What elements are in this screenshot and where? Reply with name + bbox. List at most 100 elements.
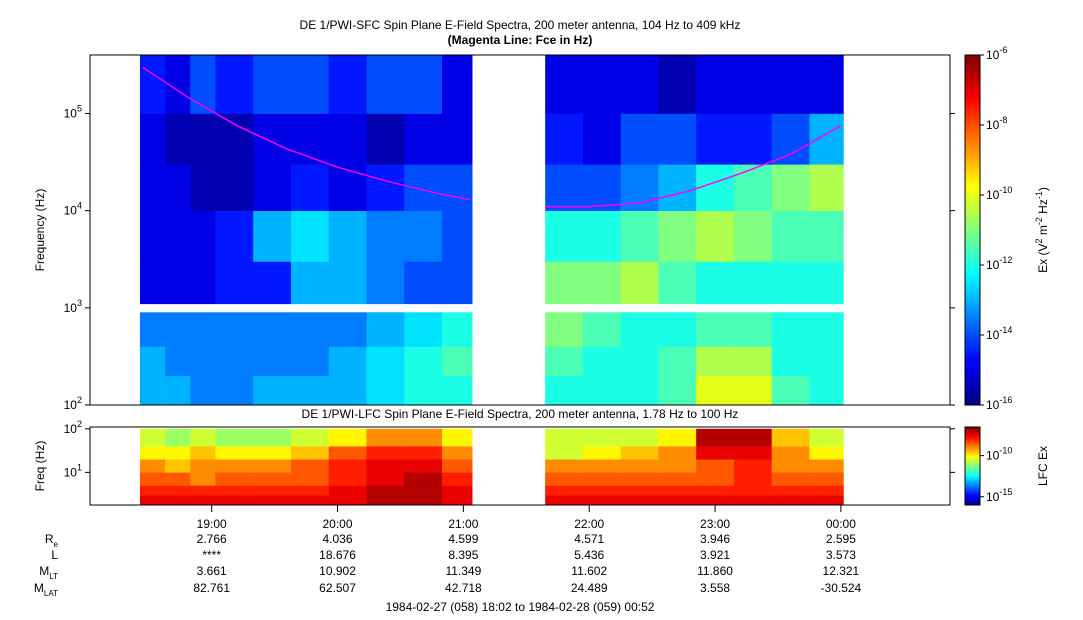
colorbar-swatch <box>965 197 980 202</box>
colorbar-swatch <box>965 270 980 275</box>
colorbar-swatch <box>965 497 980 499</box>
colorbar-swatch <box>965 221 980 225</box>
spectrogram-cell <box>809 113 844 165</box>
spectrogram-cell <box>165 164 191 211</box>
spectrogram-cell <box>404 261 443 305</box>
spectrogram-cell <box>328 55 367 114</box>
spectrogram-cell <box>771 261 810 305</box>
spectrogram-cell <box>328 495 367 506</box>
spectrogram-cell <box>190 210 216 262</box>
y-tick-label-base: 10 <box>64 422 78 436</box>
colorbar-swatch <box>965 490 980 491</box>
colorbar-swatch <box>965 326 980 330</box>
spectrogram-cell <box>658 261 697 305</box>
colorbar-swatch <box>965 372 980 377</box>
colorbar-swatch <box>965 165 980 170</box>
y-tick-label: 103 <box>64 298 82 315</box>
colorbar-swatch <box>965 294 980 298</box>
colorbar-label-text: Ex (V <box>1036 244 1050 273</box>
colorbar-swatch <box>965 445 980 447</box>
spectrogram-cell <box>366 312 405 347</box>
colorbar-label-text: Hz <box>1036 199 1050 217</box>
colorbar-tick-label: 10-15 <box>986 487 1012 504</box>
colorbar-swatch <box>965 279 980 283</box>
colorbar-swatch <box>965 305 980 310</box>
ephemeris-value: 2.766 <box>197 532 227 546</box>
spectrogram-cell <box>366 472 405 486</box>
colorbar-swatch <box>965 332 980 336</box>
spectrogram-cell <box>620 485 659 496</box>
spectrogram-cell <box>253 446 292 460</box>
colorbar-swatch <box>965 453 980 454</box>
spectrogram-cell <box>545 55 584 114</box>
plot-frame <box>89 426 951 506</box>
colorbar-label: LFC Ex <box>1036 446 1050 486</box>
spectrogram-cell <box>696 485 735 496</box>
y-tick-label-base: 10 <box>64 301 78 315</box>
colorbar-swatch <box>965 162 980 167</box>
colorbar-swatch <box>965 127 980 132</box>
spectrogram-cell <box>545 446 584 460</box>
spectrogram-cell <box>620 472 659 486</box>
spectrogram-cell <box>366 164 405 211</box>
spectrogram-cell <box>253 210 292 262</box>
spectrogram-cell <box>328 164 367 211</box>
spectrogram-cell <box>139 485 166 496</box>
colorbar-swatch <box>965 358 980 362</box>
spectrogram-cell <box>696 113 735 165</box>
ephemeris-value: 4.036 <box>323 532 353 546</box>
spectrogram-cell <box>582 261 621 305</box>
ephemeris-value: 62.507 <box>319 581 356 595</box>
colorbar-swatch <box>965 466 980 467</box>
spectrogram-cell <box>658 164 697 211</box>
colorbar-swatch <box>965 367 980 371</box>
spectrogram-cell <box>165 375 191 406</box>
colorbar-swatch <box>965 450 980 452</box>
spectrogram-cell <box>290 346 330 377</box>
spectrogram-cell <box>328 261 367 305</box>
colorbar-swatch <box>965 490 980 492</box>
colorbar-tick-label-base: 10 <box>986 258 1000 272</box>
x-tick-label: 23:00 <box>700 517 730 531</box>
colorbar-tick-label-sup: -10 <box>999 446 1012 456</box>
spectrogram-cell <box>658 375 697 406</box>
colorbar-swatch <box>965 101 980 105</box>
spectrogram-cell <box>545 346 584 377</box>
spectrogram-cell <box>253 472 292 486</box>
ephemeris-value: 3.946 <box>700 532 730 546</box>
colorbar-swatch <box>965 378 980 382</box>
plot-frame <box>89 54 951 406</box>
spectrogram-cell <box>366 261 405 305</box>
colorbar-swatch <box>965 467 980 469</box>
spectrogram-cell <box>290 495 330 506</box>
spectrogram-cell <box>290 459 330 473</box>
spectrogram-cell <box>253 164 292 211</box>
colorbar-swatch <box>965 502 980 504</box>
colorbar-swatch <box>965 454 980 456</box>
spectrogram-cell <box>190 164 216 211</box>
colorbar-tick-label-sup: -16 <box>999 395 1012 405</box>
colorbar-swatch <box>965 441 980 443</box>
colorbar-swatch <box>965 464 980 466</box>
colorbar-swatch <box>965 393 980 397</box>
colorbar-swatch <box>965 433 980 435</box>
colorbar-swatch <box>965 482 980 484</box>
spectrogram-cell <box>582 312 621 347</box>
colorbar-swatch <box>965 458 980 460</box>
spectrogram-cell <box>696 428 735 447</box>
colorbar-tick-label-sup: -12 <box>999 255 1012 265</box>
colorbar-tick-label: 10-12 <box>986 255 1012 272</box>
spectrogram-cell <box>165 261 191 305</box>
y-tick-label-sup: 1 <box>77 462 82 472</box>
panel-subtitle: (Magenta Line: Fce in Hz) <box>448 33 593 47</box>
spectrogram-cell <box>328 485 367 496</box>
colorbar-swatch <box>965 180 980 184</box>
spectrogram-cell <box>215 485 254 496</box>
spectrogram-cell <box>696 55 735 114</box>
spectrogram-cell <box>545 261 584 305</box>
spectrogram-cell <box>404 428 443 447</box>
colorbar-swatch <box>965 78 980 82</box>
spectrogram-cell <box>620 346 659 377</box>
y-tick-label: 102 <box>64 419 82 436</box>
spectrogram-cell <box>771 459 810 473</box>
